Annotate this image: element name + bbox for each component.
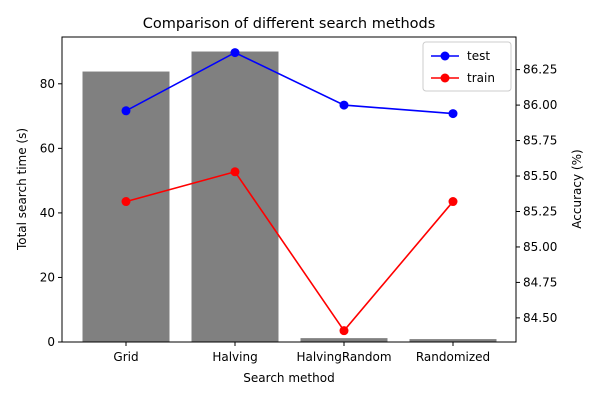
x-tick-label: Halving [212, 350, 257, 364]
point-test-grid [121, 106, 131, 116]
x-tick-label: Randomized [416, 350, 490, 364]
bar-grid [82, 71, 170, 342]
bars-layer [82, 51, 497, 343]
x-tick-label: Grid [113, 350, 138, 364]
y2-axis-label: Accuracy (%) [570, 149, 584, 228]
lines-layer [121, 48, 458, 336]
legend-label-test: test [467, 49, 490, 63]
point-train-grid [121, 197, 131, 207]
y-tick-label: 20 [40, 270, 55, 284]
legend: test train [422, 41, 512, 92]
x-tick-label: HalvingRandom [296, 350, 391, 364]
x-axis-label: Search method [243, 371, 334, 385]
bar-randomized [409, 339, 497, 342]
point-test-halvingrandom [339, 100, 349, 110]
y2-tick-label: 86.00 [523, 98, 557, 112]
bar-halvingrandom [300, 338, 388, 342]
y-tick-label: 60 [40, 141, 55, 155]
point-train-randomized [448, 197, 458, 207]
y2-tick-label: 86.25 [523, 63, 557, 77]
point-train-halvingrandom [339, 326, 349, 336]
legend-label-train: train [467, 71, 495, 85]
series-line-train [125, 170, 454, 332]
y2-tick-label: 84.50 [523, 311, 557, 325]
y2-tick-label: 85.25 [523, 204, 557, 218]
point-test-randomized [448, 109, 458, 119]
legend-marker-train [440, 73, 450, 83]
point-test-halving [230, 48, 240, 58]
y2-tick-label: 85.00 [523, 240, 557, 254]
chart-title: Comparison of different search methods [143, 16, 436, 32]
legend-marker-test [440, 51, 450, 61]
plot-frame [61, 36, 517, 343]
y2-tick-label: 85.75 [523, 134, 557, 148]
y-tick-label: 0 [47, 335, 55, 349]
y-tick-label: 80 [40, 77, 55, 91]
bar-halving [191, 51, 279, 343]
y-axis-label: Total search time (s) [15, 128, 29, 251]
y2-tick-label: 85.50 [523, 169, 557, 183]
axes-layer: 0 20 40 60 80 84.50 84.75 85.00 85.25 85.50 85.75 8… [40, 36, 557, 364]
series-line-test [125, 51, 454, 115]
point-train-halving [230, 167, 240, 177]
y2-tick-label: 84.75 [523, 275, 557, 289]
y-tick-label: 40 [40, 206, 55, 220]
